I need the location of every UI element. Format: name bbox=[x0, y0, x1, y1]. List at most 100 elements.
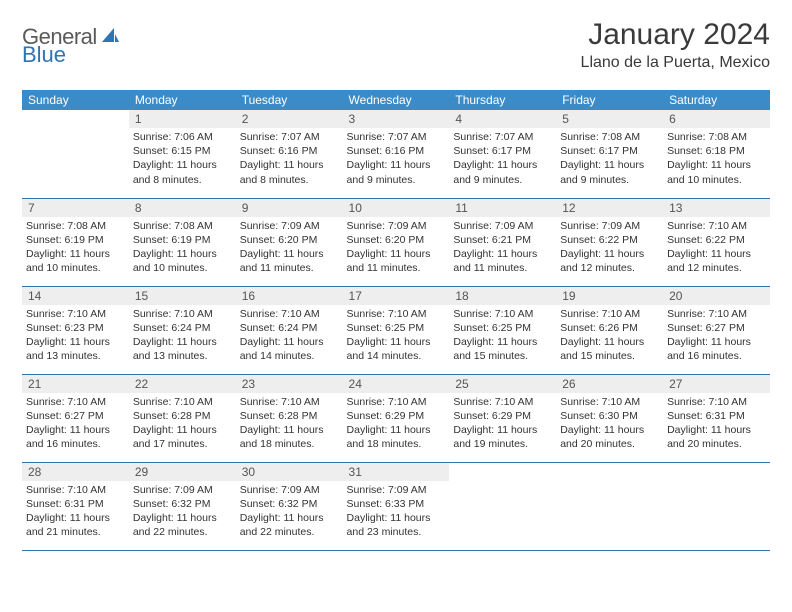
daylight-text: Daylight: 11 hours and 14 minutes. bbox=[240, 335, 339, 363]
daylight-text: Daylight: 11 hours and 15 minutes. bbox=[453, 335, 552, 363]
day-details: Sunrise: 7:10 AMSunset: 6:31 PMDaylight:… bbox=[22, 481, 129, 542]
calendar-day-cell: 28Sunrise: 7:10 AMSunset: 6:31 PMDayligh… bbox=[22, 462, 129, 550]
day-details: Sunrise: 7:08 AMSunset: 6:19 PMDaylight:… bbox=[22, 217, 129, 278]
day-details: Sunrise: 7:10 AMSunset: 6:23 PMDaylight:… bbox=[22, 305, 129, 366]
sunrise-text: Sunrise: 7:07 AM bbox=[347, 130, 446, 144]
daylight-text: Daylight: 11 hours and 11 minutes. bbox=[453, 247, 552, 275]
calendar-week-row: 7Sunrise: 7:08 AMSunset: 6:19 PMDaylight… bbox=[22, 198, 770, 286]
daylight-text: Daylight: 11 hours and 18 minutes. bbox=[347, 423, 446, 451]
day-number: 27 bbox=[663, 375, 770, 393]
daylight-text: Daylight: 11 hours and 9 minutes. bbox=[347, 158, 446, 186]
day-number: 9 bbox=[236, 199, 343, 217]
day-details: Sunrise: 7:10 AMSunset: 6:24 PMDaylight:… bbox=[236, 305, 343, 366]
sunset-text: Sunset: 6:22 PM bbox=[560, 233, 659, 247]
calendar-day-cell: 15Sunrise: 7:10 AMSunset: 6:24 PMDayligh… bbox=[129, 286, 236, 374]
sunset-text: Sunset: 6:15 PM bbox=[133, 144, 232, 158]
sunrise-text: Sunrise: 7:09 AM bbox=[240, 483, 339, 497]
sunrise-text: Sunrise: 7:10 AM bbox=[560, 307, 659, 321]
sunset-text: Sunset: 6:31 PM bbox=[26, 497, 125, 511]
calendar-day-cell: 26Sunrise: 7:10 AMSunset: 6:30 PMDayligh… bbox=[556, 374, 663, 462]
day-number: 28 bbox=[22, 463, 129, 481]
calendar-day-cell: 7Sunrise: 7:08 AMSunset: 6:19 PMDaylight… bbox=[22, 198, 129, 286]
daylight-text: Daylight: 11 hours and 17 minutes. bbox=[133, 423, 232, 451]
calendar-day-cell bbox=[663, 462, 770, 550]
page-header: General January 2024 Llano de la Puerta,… bbox=[22, 18, 770, 72]
day-details: Sunrise: 7:07 AMSunset: 6:17 PMDaylight:… bbox=[449, 128, 556, 189]
day-number: 7 bbox=[22, 199, 129, 217]
weekday-header: Monday bbox=[129, 90, 236, 110]
day-details: Sunrise: 7:10 AMSunset: 6:31 PMDaylight:… bbox=[663, 393, 770, 454]
sail-icon bbox=[100, 26, 120, 49]
calendar-table: Sunday Monday Tuesday Wednesday Thursday… bbox=[22, 90, 770, 551]
sunrise-text: Sunrise: 7:08 AM bbox=[560, 130, 659, 144]
day-details: Sunrise: 7:10 AMSunset: 6:24 PMDaylight:… bbox=[129, 305, 236, 366]
calendar-day-cell: 4Sunrise: 7:07 AMSunset: 6:17 PMDaylight… bbox=[449, 110, 556, 198]
calendar-head: Sunday Monday Tuesday Wednesday Thursday… bbox=[22, 90, 770, 110]
day-details: Sunrise: 7:07 AMSunset: 6:16 PMDaylight:… bbox=[343, 128, 450, 189]
daylight-text: Daylight: 11 hours and 12 minutes. bbox=[560, 247, 659, 275]
sunset-text: Sunset: 6:22 PM bbox=[667, 233, 766, 247]
calendar-day-cell: 20Sunrise: 7:10 AMSunset: 6:27 PMDayligh… bbox=[663, 286, 770, 374]
day-number: 21 bbox=[22, 375, 129, 393]
sunrise-text: Sunrise: 7:10 AM bbox=[667, 307, 766, 321]
sunset-text: Sunset: 6:28 PM bbox=[240, 409, 339, 423]
sunrise-text: Sunrise: 7:10 AM bbox=[133, 307, 232, 321]
calendar-day-cell: 24Sunrise: 7:10 AMSunset: 6:29 PMDayligh… bbox=[343, 374, 450, 462]
sunrise-text: Sunrise: 7:09 AM bbox=[347, 483, 446, 497]
sunrise-text: Sunrise: 7:09 AM bbox=[240, 219, 339, 233]
sunset-text: Sunset: 6:24 PM bbox=[240, 321, 339, 335]
daylight-text: Daylight: 11 hours and 13 minutes. bbox=[133, 335, 232, 363]
sunrise-text: Sunrise: 7:07 AM bbox=[453, 130, 552, 144]
day-details: Sunrise: 7:09 AMSunset: 6:33 PMDaylight:… bbox=[343, 481, 450, 542]
day-number: 22 bbox=[129, 375, 236, 393]
weekday-header: Thursday bbox=[449, 90, 556, 110]
day-number: 29 bbox=[129, 463, 236, 481]
day-number: 12 bbox=[556, 199, 663, 217]
sunset-text: Sunset: 6:25 PM bbox=[453, 321, 552, 335]
day-details: Sunrise: 7:09 AMSunset: 6:32 PMDaylight:… bbox=[129, 481, 236, 542]
day-number: 8 bbox=[129, 199, 236, 217]
day-details: Sunrise: 7:10 AMSunset: 6:28 PMDaylight:… bbox=[129, 393, 236, 454]
day-number: 10 bbox=[343, 199, 450, 217]
weekday-header: Wednesday bbox=[343, 90, 450, 110]
day-details: Sunrise: 7:08 AMSunset: 6:18 PMDaylight:… bbox=[663, 128, 770, 189]
weekday-header: Tuesday bbox=[236, 90, 343, 110]
daylight-text: Daylight: 11 hours and 23 minutes. bbox=[347, 511, 446, 539]
sunrise-text: Sunrise: 7:10 AM bbox=[347, 307, 446, 321]
weekday-header: Saturday bbox=[663, 90, 770, 110]
day-number: 26 bbox=[556, 375, 663, 393]
day-details: Sunrise: 7:10 AMSunset: 6:29 PMDaylight:… bbox=[449, 393, 556, 454]
brand-part2-wrap: Blue bbox=[22, 42, 66, 68]
calendar-day-cell: 10Sunrise: 7:09 AMSunset: 6:20 PMDayligh… bbox=[343, 198, 450, 286]
daylight-text: Daylight: 11 hours and 9 minutes. bbox=[560, 158, 659, 186]
daylight-text: Daylight: 11 hours and 12 minutes. bbox=[667, 247, 766, 275]
daylight-text: Daylight: 11 hours and 22 minutes. bbox=[133, 511, 232, 539]
day-number: 6 bbox=[663, 110, 770, 128]
sunset-text: Sunset: 6:31 PM bbox=[667, 409, 766, 423]
sunset-text: Sunset: 6:17 PM bbox=[453, 144, 552, 158]
calendar-day-cell: 3Sunrise: 7:07 AMSunset: 6:16 PMDaylight… bbox=[343, 110, 450, 198]
sunset-text: Sunset: 6:18 PM bbox=[667, 144, 766, 158]
calendar-week-row: 14Sunrise: 7:10 AMSunset: 6:23 PMDayligh… bbox=[22, 286, 770, 374]
calendar-day-cell: 14Sunrise: 7:10 AMSunset: 6:23 PMDayligh… bbox=[22, 286, 129, 374]
calendar-day-cell: 5Sunrise: 7:08 AMSunset: 6:17 PMDaylight… bbox=[556, 110, 663, 198]
day-details: Sunrise: 7:10 AMSunset: 6:30 PMDaylight:… bbox=[556, 393, 663, 454]
sunset-text: Sunset: 6:29 PM bbox=[453, 409, 552, 423]
sunrise-text: Sunrise: 7:10 AM bbox=[667, 395, 766, 409]
sunrise-text: Sunrise: 7:09 AM bbox=[453, 219, 552, 233]
sunset-text: Sunset: 6:27 PM bbox=[667, 321, 766, 335]
day-number: 31 bbox=[343, 463, 450, 481]
daylight-text: Daylight: 11 hours and 16 minutes. bbox=[26, 423, 125, 451]
calendar-day-cell: 29Sunrise: 7:09 AMSunset: 6:32 PMDayligh… bbox=[129, 462, 236, 550]
daylight-text: Daylight: 11 hours and 10 minutes. bbox=[133, 247, 232, 275]
sunrise-text: Sunrise: 7:10 AM bbox=[667, 219, 766, 233]
location-text: Llano de la Puerta, Mexico bbox=[581, 54, 770, 72]
day-number: 4 bbox=[449, 110, 556, 128]
daylight-text: Daylight: 11 hours and 8 minutes. bbox=[133, 158, 232, 186]
day-details: Sunrise: 7:08 AMSunset: 6:17 PMDaylight:… bbox=[556, 128, 663, 189]
sunset-text: Sunset: 6:26 PM bbox=[560, 321, 659, 335]
calendar-day-cell bbox=[449, 462, 556, 550]
daylight-text: Daylight: 11 hours and 10 minutes. bbox=[667, 158, 766, 186]
daylight-text: Daylight: 11 hours and 13 minutes. bbox=[26, 335, 125, 363]
day-details: Sunrise: 7:09 AMSunset: 6:22 PMDaylight:… bbox=[556, 217, 663, 278]
